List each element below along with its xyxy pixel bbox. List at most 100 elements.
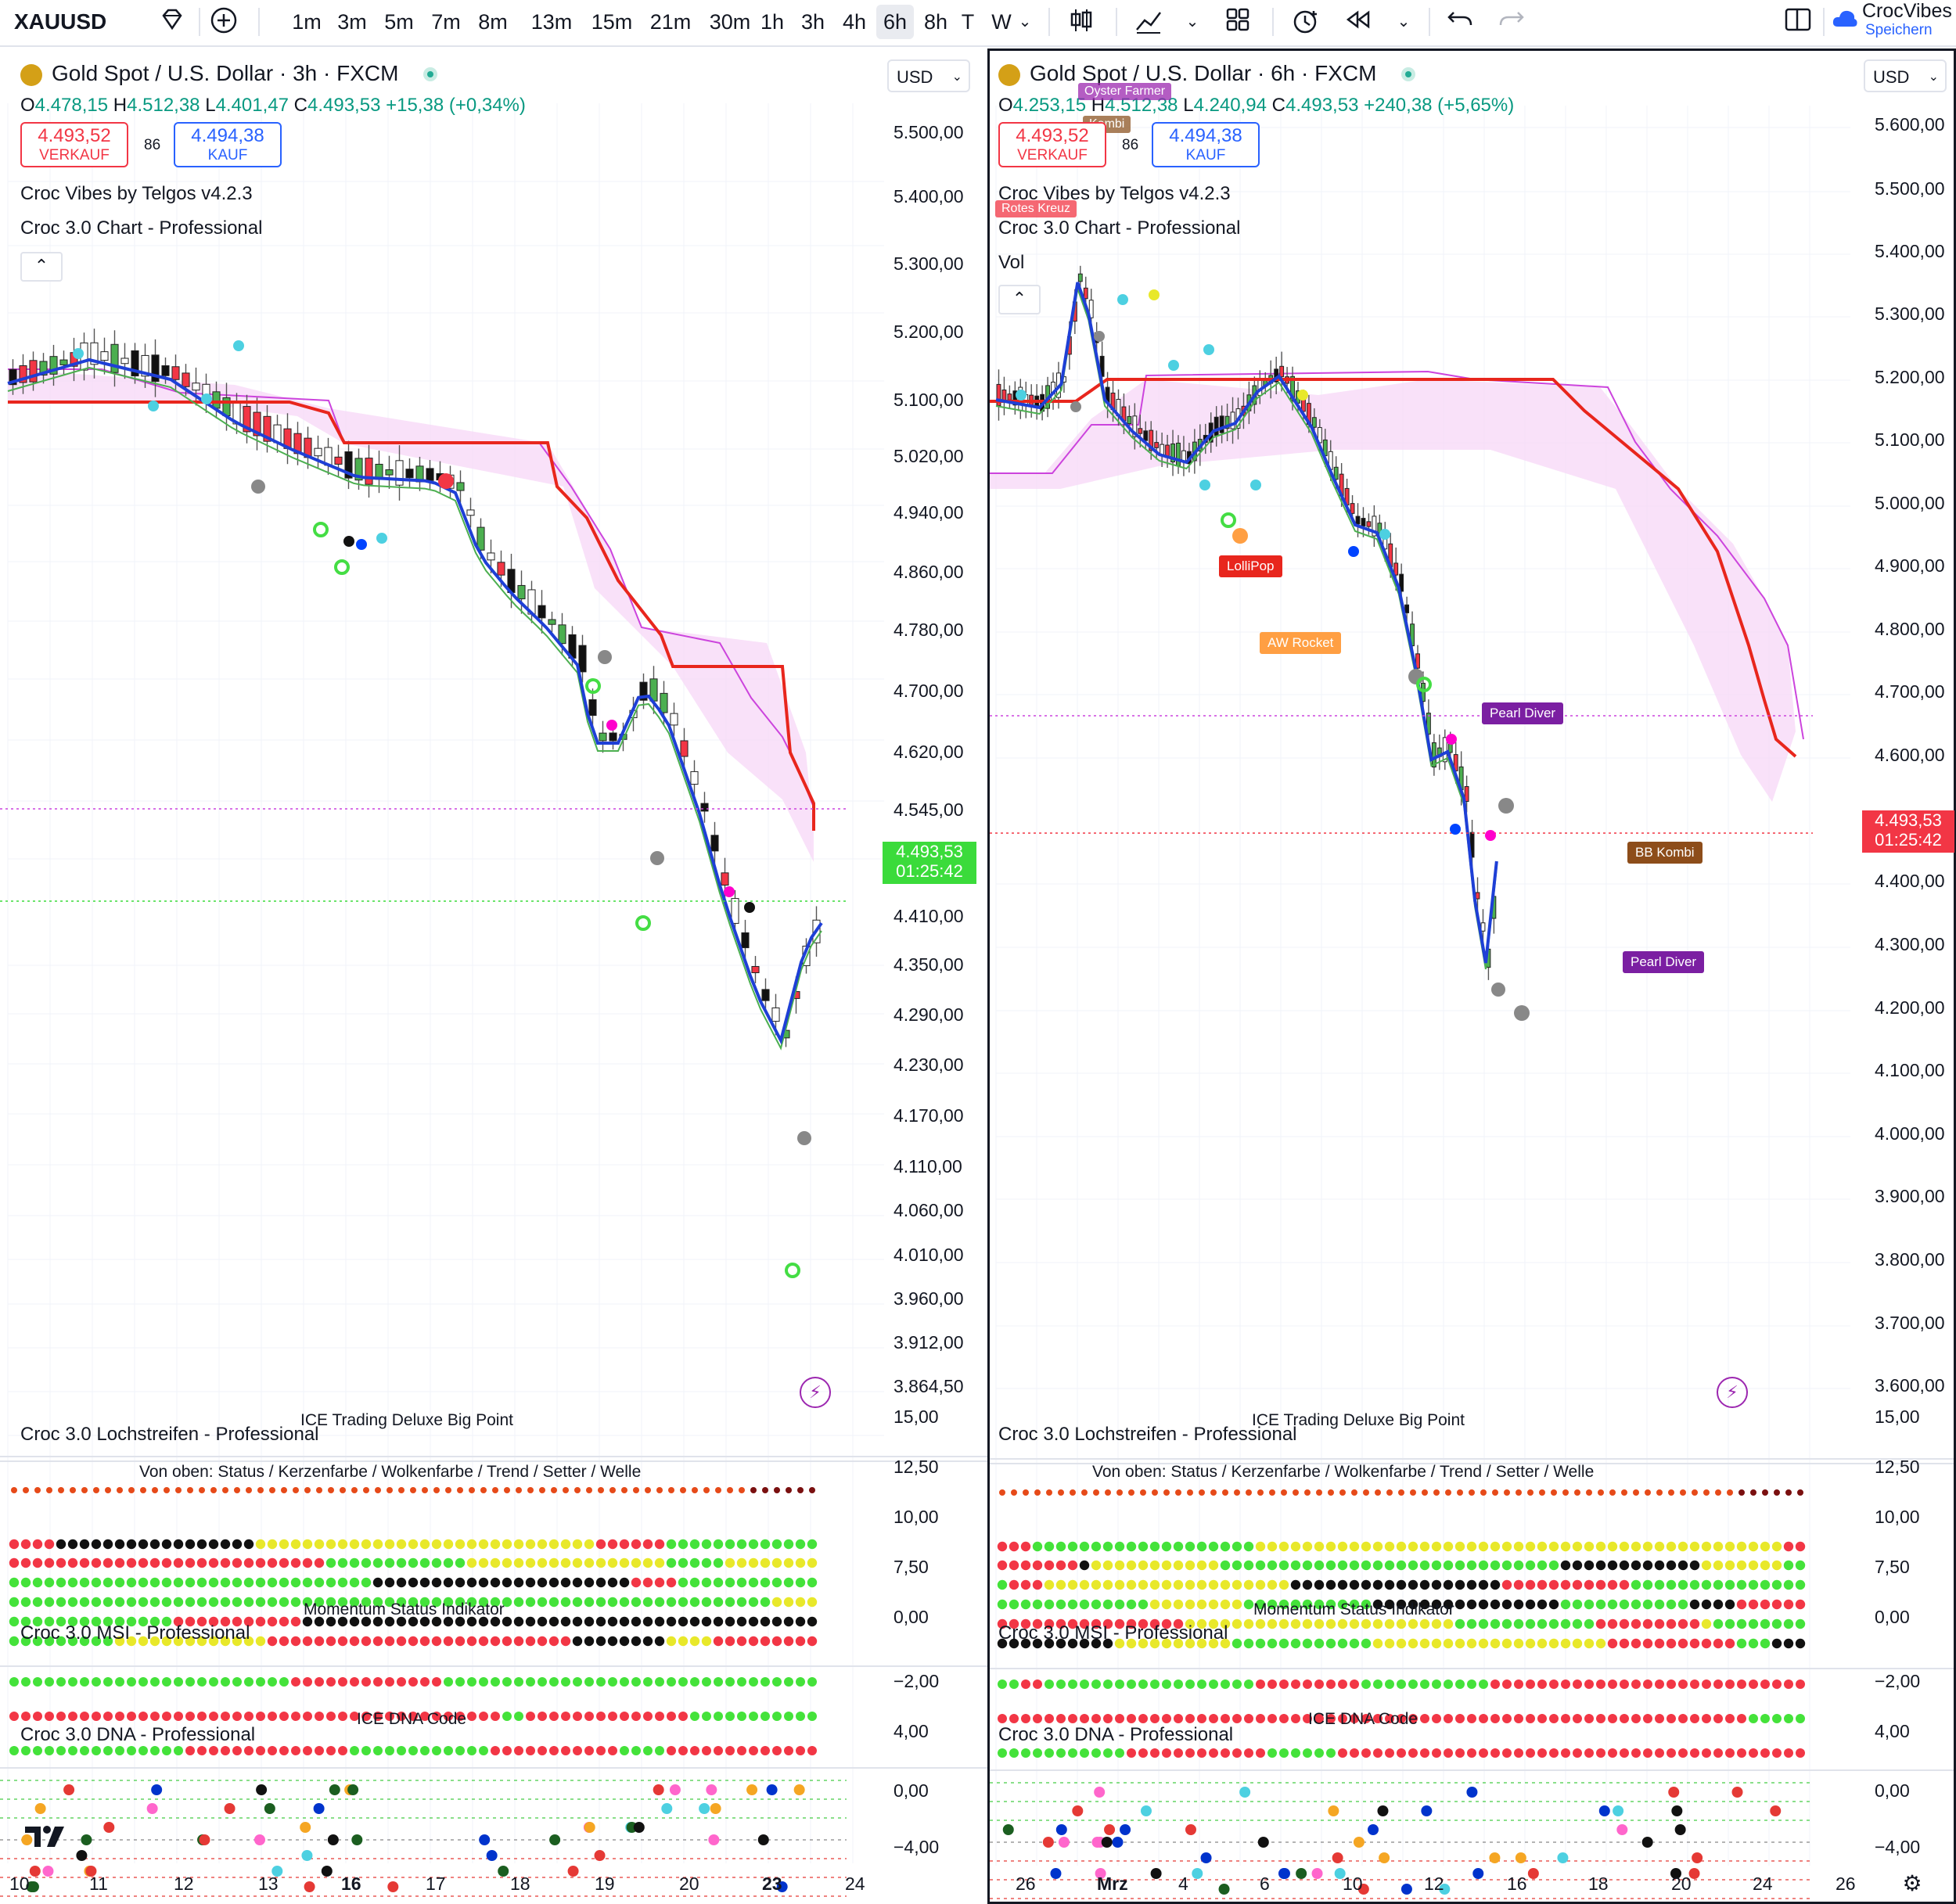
right-chart-canvas[interactable] [990,51,1954,1902]
lochstreifen-dot [1607,1579,1618,1590]
dna-dot [1150,1868,1162,1879]
interval-1h[interactable]: 1h [760,10,785,34]
price-axis-label: 3.900,00 [1875,1186,1945,1206]
tradingview-logo[interactable] [23,1823,69,1858]
msi-dot [33,1746,42,1755]
chevron-down-icon[interactable]: ⌄ [1018,13,1032,31]
left-sell-button[interactable]: 4.493,52 VERKAUF [20,122,128,167]
interval-8m[interactable]: 8m [478,10,508,34]
right-currency-select[interactable]: USD ⌄ [1864,59,1947,92]
lochstreifen-dot [595,1577,606,1588]
lochstreifen-dot [725,1597,735,1608]
msi-dot [1162,1748,1171,1758]
msi-dot [21,1712,31,1721]
chevron-down-icon[interactable]: ⌄ [1397,13,1411,31]
right-msi-title[interactable]: Croc 3.0 MSI - Professional [998,1622,1228,1644]
interval-3h[interactable]: 3h [800,10,825,34]
right-indicator-croc-vibes[interactable]: Croc Vibes by Telgos v4.2.3 [998,183,1231,204]
msi-dot [1467,1679,1476,1689]
chevron-down-icon[interactable]: ⌄ [1185,13,1199,31]
symbol-search[interactable]: XAUUSD [14,9,107,34]
dna-dot [199,1834,210,1845]
right-collapse-legend-button[interactable]: ⌃ [998,285,1041,314]
interval-13m[interactable]: 13m [530,10,573,34]
redo-icon[interactable] [1496,6,1527,38]
left-indicator-croc-chart[interactable]: Croc 3.0 Chart - Professional [20,217,263,239]
left-spread: 86 [144,137,161,153]
layout-icon[interactable] [1222,6,1253,38]
lochstreifen-dot [267,1577,278,1588]
settings-icon[interactable]: ⚙ [1902,1871,1922,1895]
interval-5m[interactable]: 5m [384,10,414,34]
lochstreifen-dot [161,1539,172,1550]
left-buy-button[interactable]: 4.494,38 KAUF [174,122,282,167]
left-msi-subtitle: Momentum Status Indikator [304,1600,505,1618]
lochstreifen-dot [408,1616,419,1627]
interval-6h[interactable]: 6h [876,5,914,39]
lochstreifen-dot [997,1560,1008,1571]
left-chart-panel[interactable] [0,48,987,1904]
lochstreifen-dot [1314,1579,1325,1590]
right-lochstreifen-title[interactable]: Croc 3.0 Lochstreifen - Professional [998,1424,1297,1445]
lochstreifen-dot [642,1597,653,1608]
lochstreifen-dot [807,1557,818,1568]
undo-icon[interactable] [1444,6,1476,38]
right-indicator-volume[interactable]: Vol [998,252,1025,273]
ice-point-dot [1645,1489,1651,1496]
left-lochstreifen-title[interactable]: Croc 3.0 Lochstreifen - Professional [20,1424,319,1445]
right-chart-title[interactable]: Gold Spot / U.S. Dollar · 6h · FXCM [1030,61,1377,85]
msi-dot [1725,1748,1735,1758]
lochstreifen-dot [1290,1618,1301,1629]
left-currency-select[interactable]: USD ⌄ [887,59,970,92]
price-axis-label: 4.600,00 [1875,745,1945,765]
left-dna-title[interactable]: Croc 3.0 DNA - Professional [20,1724,256,1745]
interval-8h[interactable]: 8h [923,10,948,34]
alert-icon[interactable] [1289,6,1321,38]
msi-dot [678,1677,688,1687]
lightning-icon[interactable]: ⚡ [1717,1377,1748,1408]
interval-15m[interactable]: 15m [591,10,633,34]
lochstreifen-dot [1607,1541,1618,1552]
lochstreifen-dot [1748,1599,1759,1610]
right-chart-panel[interactable] [987,48,1956,1904]
left-collapse-legend-button[interactable]: ⌃ [20,252,63,282]
indicators-icon[interactable] [1133,6,1164,38]
interval-1m[interactable]: 1m [292,10,322,34]
replay-icon[interactable] [1343,6,1374,38]
lochstreifen-dot [1560,1599,1571,1610]
interval-30m[interactable]: 30m [709,10,751,34]
cloud-icon[interactable] [1829,6,1861,38]
right-dna-title[interactable]: Croc 3.0 DNA - Professional [998,1724,1234,1745]
left-chart-canvas[interactable] [0,48,987,1904]
panel-icon[interactable] [1782,6,1814,38]
lochstreifen-dot [149,1616,160,1627]
plus-circle-icon[interactable] [208,6,239,38]
msi-dot [1256,1714,1265,1723]
right-buy-button[interactable]: 4.494,38 KAUF [1152,122,1260,167]
interval-T[interactable]: T [961,10,975,34]
interval-21m[interactable]: 21m [649,10,692,34]
save-status[interactable]: Speichern [1865,22,1933,38]
dna-dot [1353,1837,1365,1848]
left-indicator-croc-vibes[interactable]: Croc Vibes by Telgos v4.2.3 [20,183,253,204]
candles-icon[interactable] [1066,6,1097,38]
interval-7m[interactable]: 7m [431,10,461,34]
interval-3m[interactable]: 3m [337,10,367,34]
lochstreifen-dot [595,1616,606,1627]
lightning-icon[interactable]: ⚡ [800,1377,831,1408]
dna-dot [1185,1824,1196,1835]
dna-dot [486,1850,498,1861]
left-msi-title[interactable]: Croc 3.0 MSI - Professional [20,1622,250,1644]
ice-point-dot [1375,1489,1381,1496]
right-indicator-croc-chart[interactable]: Croc 3.0 Chart - Professional [998,217,1241,239]
lochstreifen-dot [149,1597,160,1608]
interval-4h[interactable]: 4h [842,10,867,34]
left-chart-title[interactable]: Gold Spot / U.S. Dollar · 3h · FXCM [52,61,399,85]
date-label: 17 [426,1873,446,1894]
diamond-icon[interactable] [156,6,188,38]
right-sell-button[interactable]: 4.493,52 VERKAUF [998,122,1106,167]
interval-W[interactable]: W [991,10,1012,34]
account-name[interactable]: CrocVibes [1862,0,1952,22]
msi-dot [1549,1748,1559,1758]
lochstreifen-dot [771,1539,782,1550]
